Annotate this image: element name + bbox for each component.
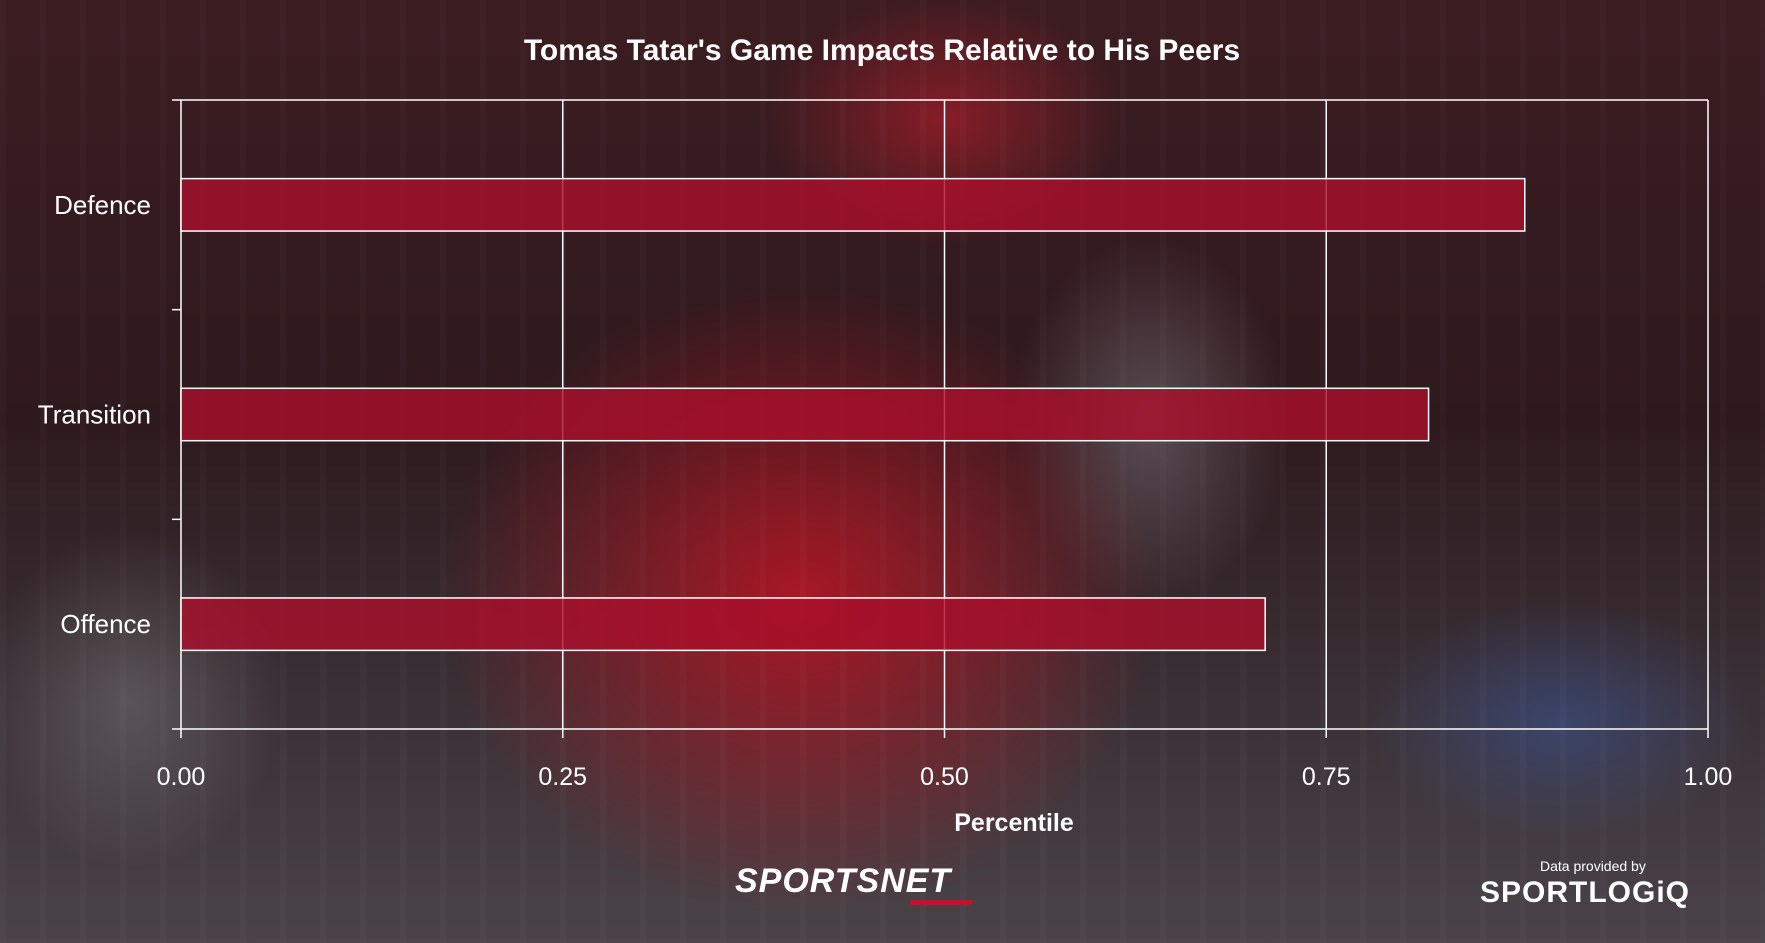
x-tick-label: 0.25 [538,763,587,791]
y-category-label: Transition [38,400,151,430]
x-tick-label: 0.50 [920,763,969,791]
y-category-label: Defence [54,190,151,220]
y-category-label: Offence [60,609,151,639]
bar-layer [180,177,1526,652]
x-axis-label: Percentile [954,809,1074,837]
bar-defence [180,177,1526,232]
sportsnet-logo-text: SPORTSNET [735,862,952,900]
x-tick-label: 1.00 [1684,763,1733,791]
sportsnet-logo-accent [909,900,973,905]
credit-text: Data provided by [1540,858,1646,874]
data-credit: Data provided by SPORTLOGiQ [1480,858,1710,910]
x-tick-label: 0.00 [157,763,206,791]
chart-title: Tomas Tatar's Game Impacts Relative to H… [524,34,1240,67]
bar-offence [180,597,1266,652]
x-tick-label: 0.75 [1302,763,1351,791]
bar-transition [180,387,1430,442]
sportlogiq-logo: SPORTLOGiQ [1480,876,1691,909]
sportsnet-logo: SPORTSNET [735,862,973,905]
label-layer: 0.00 0.25 0.50 0.75 1.00 Defence Transition Off… [38,190,1733,791]
